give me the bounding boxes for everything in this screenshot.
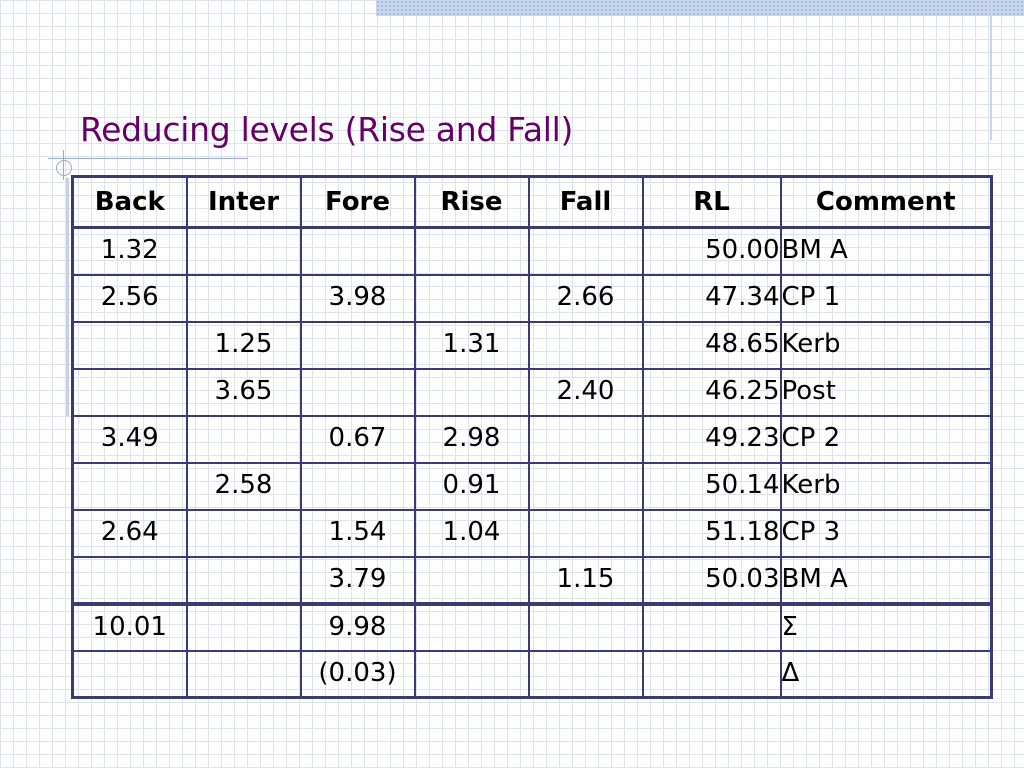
cell-inter: 1.25 (185, 320, 302, 370)
circle-ornament-icon (56, 160, 72, 176)
table-row: 3.65 2.40 46.25 Post (71, 367, 993, 417)
cell-comment: BM A (779, 555, 993, 605)
cell-rl: 50.14 (641, 461, 782, 511)
cell-back: 2.56 (71, 273, 188, 323)
cell-rl: 47.34 (641, 273, 782, 323)
cell-rl: 50.00 (641, 226, 782, 276)
header-fore: Fore (299, 175, 416, 229)
cell-fore: 3.79 (299, 555, 416, 605)
cell-rl: 51.18 (641, 508, 782, 558)
cell-inter: 2.58 (185, 461, 302, 511)
top-decorative-band (376, 0, 1024, 16)
header-rise: Rise (413, 175, 530, 229)
cell-rl-diff (641, 649, 782, 699)
cell-fall: 1.15 (527, 555, 644, 605)
cell-comment: Kerb (779, 320, 993, 370)
cell-rise: 1.04 (413, 508, 530, 558)
header-rl: RL (641, 175, 782, 229)
cell-rise: 1.31 (413, 320, 530, 370)
cell-rl-sum (641, 601, 782, 652)
difference-row: (0.03) Δ (71, 649, 993, 699)
cell-inter (185, 273, 302, 323)
header-fall: Fall (527, 175, 644, 229)
right-decorative-line (990, 0, 992, 140)
cell-fall (527, 508, 644, 558)
cell-rl: 50.03 (641, 555, 782, 605)
cell-comment: Kerb (779, 461, 993, 511)
header-inter: Inter (185, 175, 302, 229)
cell-comment: CP 1 (779, 273, 993, 323)
table-row: 1.32 50.00 BM A (71, 226, 993, 276)
cell-inter-sum (185, 601, 302, 652)
cell-rise (413, 555, 530, 605)
table-header-row: Back Inter Fore Rise Fall RL Comment (71, 175, 993, 229)
cell-inter (185, 555, 302, 605)
cell-inter (185, 508, 302, 558)
cell-inter (185, 226, 302, 276)
cell-fall (527, 414, 644, 464)
cell-back (71, 555, 188, 605)
cell-rl: 49.23 (641, 414, 782, 464)
sum-row: 10.01 9.98 Σ (71, 601, 993, 652)
cell-comment: CP 3 (779, 508, 993, 558)
cell-rise: 0.91 (413, 461, 530, 511)
cell-fore (299, 320, 416, 370)
cell-rl: 48.65 (641, 320, 782, 370)
cell-back: 2.64 (71, 508, 188, 558)
cell-comment: CP 2 (779, 414, 993, 464)
header-back: Back (71, 175, 188, 229)
cell-fall (527, 320, 644, 370)
cell-inter (185, 414, 302, 464)
cell-fore (299, 226, 416, 276)
cell-fall-diff (527, 649, 644, 699)
cell-back (71, 320, 188, 370)
cell-rise (413, 367, 530, 417)
cell-inter: 3.65 (185, 367, 302, 417)
table-row: 2.64 1.54 1.04 51.18 CP 3 (71, 508, 993, 558)
cell-back (71, 461, 188, 511)
levels-table: Back Inter Fore Rise Fall RL Comment 1.3… (71, 175, 993, 699)
cell-back-diff (71, 649, 188, 699)
cell-comment: BM A (779, 226, 993, 276)
table-row: 3.49 0.67 2.98 49.23 CP 2 (71, 414, 993, 464)
delta-symbol: Δ (779, 649, 993, 699)
cell-rise-diff (413, 649, 530, 699)
table-row: 1.25 1.31 48.65 Kerb (71, 320, 993, 370)
header-comment: Comment (779, 175, 993, 229)
title-underline-rule (48, 158, 248, 159)
cell-fall: 2.66 (527, 273, 644, 323)
cell-fore-sum: 9.98 (299, 601, 416, 652)
cell-rise (413, 273, 530, 323)
cell-back-sum: 10.01 (71, 601, 188, 652)
cell-fall-sum (527, 601, 644, 652)
slide-title: Reducing levels (Rise and Fall) (80, 110, 574, 149)
sigma-symbol: Σ (779, 601, 993, 652)
cell-fore (299, 367, 416, 417)
cell-fall (527, 461, 644, 511)
table-row: 2.58 0.91 50.14 Kerb (71, 461, 993, 511)
cell-rise: 2.98 (413, 414, 530, 464)
cell-comment: Post (779, 367, 993, 417)
cell-back: 1.32 (71, 226, 188, 276)
cell-fall: 2.40 (527, 367, 644, 417)
cell-rise (413, 226, 530, 276)
cell-fore: 1.54 (299, 508, 416, 558)
cell-fore: 3.98 (299, 273, 416, 323)
cell-fall (527, 226, 644, 276)
cell-fore: 0.67 (299, 414, 416, 464)
cell-fore (299, 461, 416, 511)
table-row: 3.79 1.15 50.03 BM A (71, 555, 993, 605)
cell-rise-sum (413, 601, 530, 652)
left-decorative-bar (66, 178, 69, 416)
cell-fore-diff: (0.03) (299, 649, 416, 699)
cell-inter-diff (185, 649, 302, 699)
table-row: 2.56 3.98 2.66 47.34 CP 1 (71, 273, 993, 323)
cell-back: 3.49 (71, 414, 188, 464)
cell-back (71, 367, 188, 417)
cell-rl: 46.25 (641, 367, 782, 417)
